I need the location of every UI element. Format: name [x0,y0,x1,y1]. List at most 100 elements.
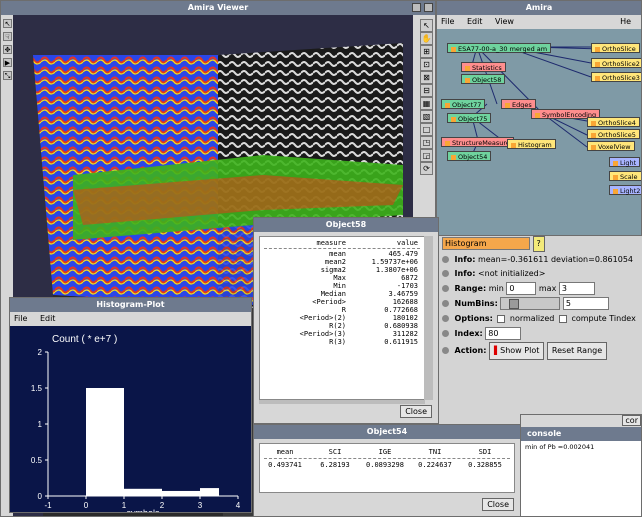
menu-view[interactable]: View [494,17,514,26]
value-cell: 465.479 [388,250,418,258]
pool-node-light2[interactable]: Light2 [609,185,641,195]
viewer-title: Amira Viewer [187,3,249,12]
viewer-tool-4-icon[interactable]: ⤡ [3,71,12,80]
port-toggle-icon[interactable] [442,256,449,263]
pool-node-orthoslice3[interactable]: OrthoSlice3 [591,72,641,82]
column-header: TNI [428,448,442,456]
object58-scrollbar[interactable] [259,400,425,404]
viewer-right-tool-8-icon[interactable]: □ [420,123,433,136]
range-min-input[interactable]: 0 [506,282,537,295]
value-cell: 180102 [392,314,418,322]
amira-main-window: Amira File Edit View He ESA77-00-a_30 me… [436,0,642,236]
pool-node-symbolencoding[interactable]: SymbolEncoding [531,109,601,119]
numbins-input[interactable]: 5 [562,297,609,310]
index-label: Index: [454,329,483,338]
port-toggle-icon[interactable] [442,285,449,292]
value-cell: 1.59737e+06 [371,258,418,266]
show-plot-button[interactable]: ▌Show Plot [488,342,545,360]
viewer-right-tool-4-icon[interactable]: ⊠ [420,71,433,84]
histogram-title-bar[interactable]: Histogram-Plot [10,298,251,312]
pool-node-object58[interactable]: Object58 [461,74,506,84]
numbins-label: NumBins: [454,299,498,308]
viewer-right-tool-5-icon[interactable]: ⊟ [420,84,433,97]
range-max-input[interactable]: 3 [558,282,595,295]
object58-results: measure value mean 465.479 mean2 1.59737e+0… [259,236,425,400]
amira-title-bar[interactable]: Amira [437,1,641,15]
console-title-bar[interactable]: console [521,427,641,441]
info1-value: mean=-0.361611 deviation=0.861054 [477,255,634,264]
table-row: R 0.772668 [260,306,424,314]
console-output: min of Pb =0.002041 [525,443,595,451]
maximize-icon[interactable] [424,3,433,12]
menu-edit[interactable]: Edit [466,17,483,26]
menu-file[interactable]: File [441,17,455,26]
pool-node-esa77-00-a-30-merged-am[interactable]: ESA77-00-a_30 merged am [447,43,552,53]
numbins-slider[interactable] [500,297,561,310]
viewer-tool-1-icon[interactable]: ☟ [3,32,12,41]
port-toggle-icon[interactable] [442,347,449,354]
viewer-tool-3-icon[interactable]: ▶ [3,58,12,67]
object54-header-row: mean SCI IGE TNI SDI [260,448,514,456]
viewer-right-tool-7-icon[interactable]: ▧ [420,110,433,123]
pool-node-object75[interactable]: Object75 [447,113,492,123]
index-input[interactable]: 80 [485,327,522,340]
pool-node-orthoslice2[interactable]: OrthoSlice2 [591,58,641,68]
slider-handle[interactable] [509,299,520,309]
module-name[interactable]: Histogram [442,237,530,250]
pool-node-orthoslice4[interactable]: OrthoSlice4 [587,117,640,127]
pool-node-light[interactable]: Light [609,157,641,167]
table-row: sigma2 1.3807e+06 [260,266,424,274]
compute-tindex-checkbox[interactable] [558,314,567,323]
normalized-checkbox[interactable] [497,314,506,323]
object-pool[interactable]: ESA77-00-a_30 merged am OrthoSlice Statist… [437,29,641,235]
help-button[interactable]: ? [532,236,545,252]
minimize-icon[interactable] [412,3,421,12]
pool-node-object77[interactable]: Object77 [441,99,486,109]
object58-vscrollbar[interactable] [424,236,433,400]
object54-value-row: 0.493741 6.28193 0.0893298 0.224637 0.328855 [260,461,514,469]
object58-title-bar[interactable]: Object58 [254,218,438,232]
pool-node-edges[interactable]: Edges [501,99,536,109]
pool-node-structuremeasure[interactable]: StructureMeasure [441,137,514,147]
menu-help[interactable]: He [620,17,631,26]
viewer-right-tool-10-icon[interactable]: ◲ [420,149,433,162]
viewer-right-tool-1-icon[interactable]: ✋ [420,32,433,45]
measure-cell: R(2) [329,322,346,330]
pool-node-orthoslice5[interactable]: OrthoSlice5 [587,129,640,139]
object54-title-bar[interactable]: Object54 [254,425,520,439]
object58-close-button[interactable]: Close [400,405,432,418]
viewer-right-tool-3-icon[interactable]: ⊡ [420,58,433,71]
pool-node-histogram[interactable]: Histogram [507,139,556,149]
menu-file[interactable]: File [14,314,28,323]
measure-cell: <Period>(2) [299,314,346,322]
reset-range-button[interactable]: Reset Range [546,342,608,360]
viewer-tool-2-icon[interactable]: ✥ [3,45,12,54]
value-cell: 0.611915 [384,338,418,346]
pool-node-orthoslice[interactable]: OrthoSlice [591,43,640,53]
port-toggle-icon[interactable] [442,330,449,337]
viewer-tool-0-icon[interactable]: ↖ [3,19,12,28]
viewer-right-tool-11-icon[interactable]: ⟳ [420,162,433,175]
object54-close-button[interactable]: Close [482,498,514,511]
menu-edit[interactable]: Edit [39,314,56,323]
compute-tindex-label: compute Tindex [571,314,636,323]
pool-node-statistics[interactable]: Statistics [461,62,506,72]
viewer-right-tool-6-icon[interactable]: ▦ [420,97,433,110]
pool-node-voxelview[interactable]: VoxelView [587,141,635,151]
pool-node-object54[interactable]: Object54 [447,151,492,161]
port-toggle-icon[interactable] [442,315,449,322]
object54-divider [264,458,510,459]
port-toggle-icon[interactable] [442,270,449,277]
y-tick-label: 0 [38,492,43,501]
viewer-right-tool-0-icon[interactable]: ↖ [420,19,433,32]
viewer-title-bar[interactable]: Amira Viewer [1,1,435,15]
port-toggle-icon[interactable] [442,300,449,307]
object54-window: Object54 mean SCI IGE TNI SDI 0.493741 6.2819… [253,424,521,517]
y-tick-label: 2 [38,348,43,357]
viewer-right-tool-2-icon[interactable]: ⊞ [420,45,433,58]
pool-node-scale[interactable]: Scale [609,171,641,181]
console-button[interactable]: cor [622,415,641,426]
column-header: SCI [328,448,342,456]
viewer-right-tool-9-icon[interactable]: ◳ [420,136,433,149]
x-axis-label: symbols [126,508,160,513]
